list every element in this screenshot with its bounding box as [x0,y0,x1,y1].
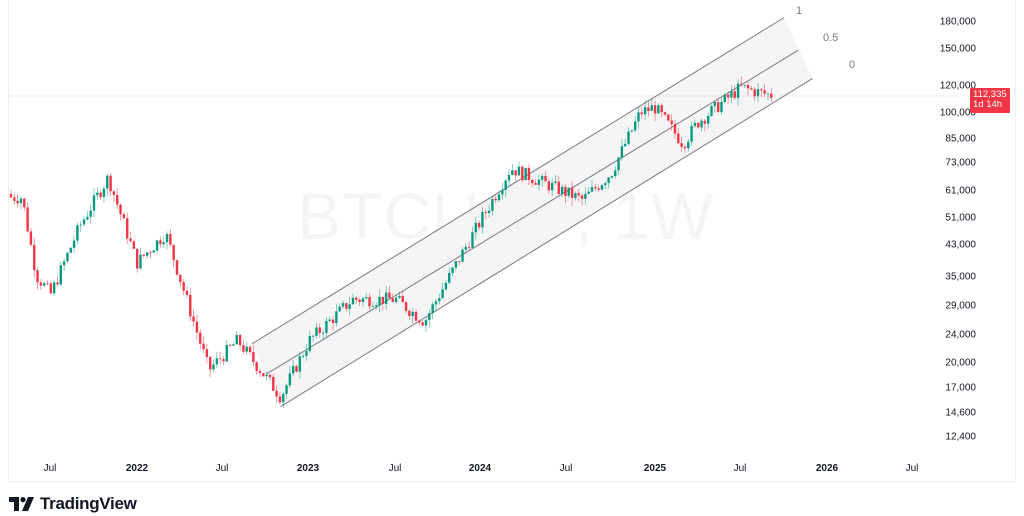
price-axis-label: 12,400 [945,431,976,443]
time-axis-label: 2022 [125,463,149,474]
price-axis-label: 17,000 [945,382,976,394]
time-axis-label: Jul [43,463,57,474]
tradingview-wordmark: TradingView [40,494,137,513]
time-axis-label: Jul [905,463,919,474]
price-axis-label: 100,000 [939,107,976,119]
price-axis-label: 24,000 [945,329,976,341]
candlestick-series [9,76,773,408]
price-axis-label: 35,000 [945,271,976,283]
price-axis-label: 14,600 [945,407,976,419]
price-axis-label: 29,000 [945,300,976,312]
price-axis-label: 180,000 [939,16,976,28]
last-price-value: 112,335 [973,89,1007,100]
channel-line-0.5 [266,49,799,375]
tradingview-logo[interactable]: TradingView [9,494,137,514]
fib-level-0-label: 0 [849,59,856,71]
price-axis-label: 120,000 [939,80,976,92]
tradingview-logo-icon [9,497,34,511]
fib-level-1-label: 1 [796,5,803,17]
channel-line-0 [280,78,813,407]
channel-line-1 [251,17,785,345]
time-axis-label: Jul [215,463,229,474]
fib-level-0.5-label: 0.5 [823,32,839,44]
time-axis-label: 2024 [468,463,492,474]
price-axis-label: 61,000 [945,185,976,197]
chart-frame[interactable] [8,0,1016,482]
price-axis-label: 51,000 [945,212,976,224]
parallel-channel[interactable] [251,17,813,407]
price-plot[interactable] [0,0,960,460]
bar-countdown: 1d 14h [973,99,1003,110]
time-axis-label: 2023 [296,463,320,474]
time-axis-label: Jul [559,463,573,474]
price-axis-label: 85,000 [945,133,976,145]
price-axis-label: 150,000 [939,43,976,55]
time-axis-label: 2025 [643,463,667,474]
price-axis-label: 43,000 [945,239,976,251]
last-price-tag: 112,335 1d 14h [970,88,1010,113]
time-axis-label: Jul [733,463,747,474]
price-axis-label: 20,000 [945,357,976,369]
price-axis-label: 73,000 [945,157,976,169]
time-axis-label: Jul [388,463,402,474]
time-axis-label: 2026 [815,463,839,474]
